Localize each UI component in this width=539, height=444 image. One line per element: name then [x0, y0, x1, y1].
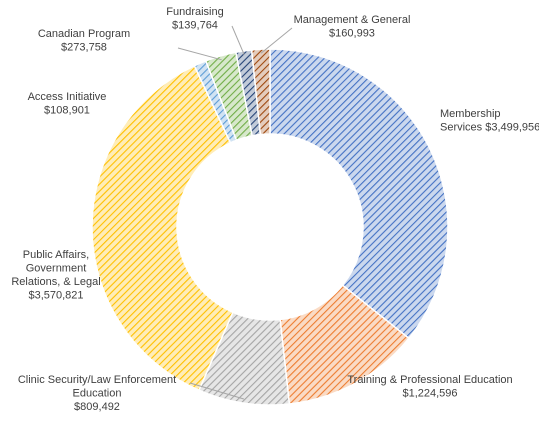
- slice-labels: Membership Services $3,499,956 Training & …: [11, 6, 539, 413]
- slice-label-7: Management & General $160,993: [294, 14, 411, 40]
- slice-label-1: Training & Professional Education $1,224,…: [347, 374, 512, 400]
- leader-line-1: [177, 47, 222, 61]
- leader-line-0: [189, 382, 244, 400]
- slice-3: [91, 64, 234, 392]
- slice-0: [269, 48, 449, 340]
- slice-7: [250, 48, 271, 136]
- slice-label-2: Clinic Security/Law Enforcement Education…: [18, 374, 176, 413]
- donut-slices: [91, 48, 449, 406]
- leader-line-3: [260, 27, 293, 54]
- slice-label-5: Canadian Program $273,758: [38, 28, 130, 54]
- slice-label-4: Access Initiative $108,901: [28, 91, 107, 117]
- leader-line-2: [231, 25, 245, 56]
- slice-label-6: Fundraising $139,764: [166, 6, 223, 32]
- slice-label-3: Public Affairs, Government Relations, & Le…: [11, 249, 100, 302]
- slice-label-0: Membership Services $3,499,956: [440, 108, 539, 134]
- leader-lines: [177, 25, 293, 400]
